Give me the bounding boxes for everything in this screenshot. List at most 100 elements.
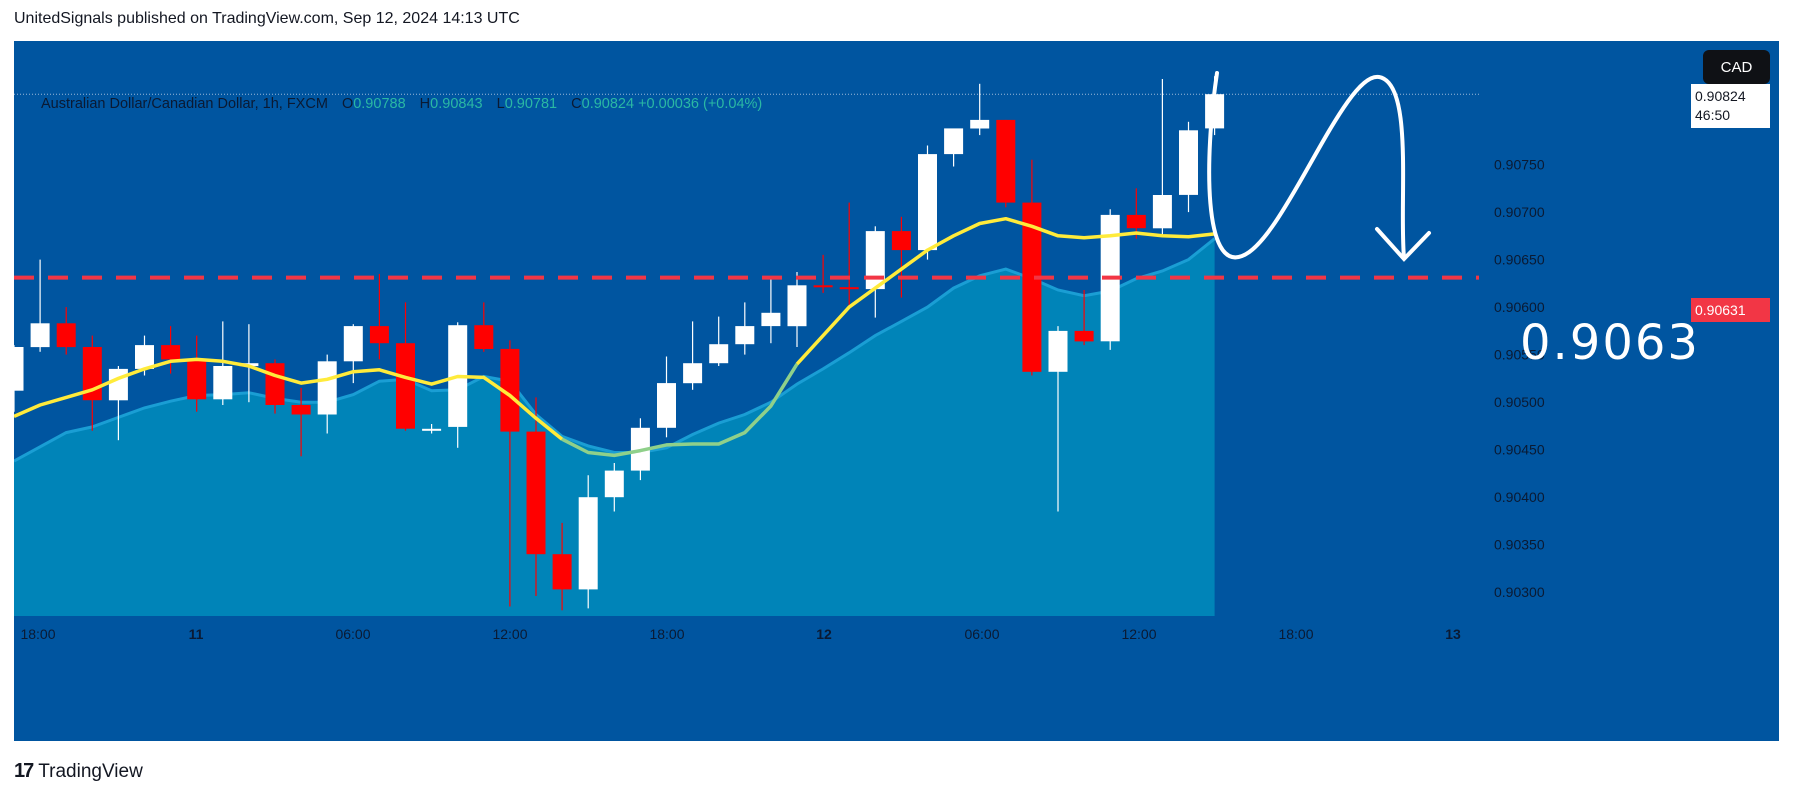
candle-body [813, 285, 833, 288]
candle-body [1152, 195, 1172, 229]
legend-low: 0.90781 [504, 96, 558, 112]
currency-button[interactable]: CAD [1703, 50, 1770, 84]
x-tick-label: 18:00 [20, 626, 55, 642]
chart-svg: 0.90750 0.90700 0.90650 0.90600 0.90550 0.905… [14, 41, 1779, 741]
moving-average-line-rising [561, 363, 799, 458]
candle [1074, 290, 1094, 346]
candle-body [343, 326, 363, 362]
candle [161, 326, 181, 374]
candle-body [683, 363, 703, 384]
candle-body [761, 312, 781, 327]
candle-body [1126, 214, 1146, 229]
candle-body [30, 323, 50, 348]
candle [761, 278, 781, 344]
baseline-area [14, 238, 1215, 616]
candle-body [526, 431, 546, 555]
legend-high-label: H [419, 96, 431, 112]
candle [735, 302, 755, 355]
legend-change: +0.00036 (+0.04%) [638, 96, 763, 112]
candle-body [422, 428, 442, 431]
candle-body [369, 326, 389, 344]
x-tick-label: 12:00 [1121, 626, 1156, 642]
candle-body [500, 348, 520, 432]
candle [187, 335, 207, 412]
candle [996, 119, 1016, 208]
candle [369, 273, 389, 360]
candle [709, 316, 729, 366]
level-price-label: 0.90631 [1691, 298, 1770, 322]
candle-body [1022, 202, 1042, 372]
candle [683, 321, 703, 390]
forecast-arrow-path [1207, 71, 1406, 260]
y-tick-label: 0.90400 [1494, 489, 1545, 505]
moving-average-line [795, 216, 1215, 366]
candle-body [1048, 330, 1068, 372]
candle-body [578, 497, 598, 590]
candle [1048, 326, 1068, 512]
candle-body [1074, 330, 1094, 342]
candle [578, 475, 598, 609]
candle [396, 302, 415, 431]
y-tick-label: 0.90350 [1494, 537, 1545, 553]
candle [82, 335, 102, 431]
candle-body [396, 343, 415, 429]
candle [1022, 159, 1042, 376]
x-tick-label: 18:00 [649, 626, 684, 642]
price-axis-bg [1479, 41, 1779, 741]
candle [317, 354, 337, 434]
x-tick-label: 06:00 [964, 626, 999, 642]
candle [500, 340, 520, 607]
candle-body [735, 326, 755, 345]
candle [839, 202, 859, 308]
candle [14, 345, 24, 412]
candle-body [839, 287, 859, 290]
candle-body [474, 325, 494, 349]
candle-body [865, 231, 885, 290]
candle-body [944, 128, 964, 155]
legend-symbol: Australian Dollar/Canadian Dollar, 1h, F… [41, 96, 328, 112]
x-axis-ticks: 18:00 11 06:00 12:00 18:00 12 06:00 12:00 18:00 1… [20, 626, 1461, 642]
y-axis-ticks: 0.90750 0.90700 0.90650 0.90600 0.90550 0.905… [1494, 157, 1545, 601]
candle-body [187, 359, 207, 400]
candle [1179, 121, 1198, 213]
moving-average-line [14, 357, 564, 441]
chart-legend: Australian Dollar/Canadian Dollar, 1h, F… [41, 96, 762, 112]
y-tick-label: 0.90550 [1494, 347, 1545, 363]
candle [30, 259, 50, 352]
candle [1152, 79, 1172, 236]
candle-body [709, 344, 729, 364]
legend-close-label: C [571, 96, 582, 112]
x-tick-label: 12 [816, 626, 832, 642]
legend-high: 0.90843 [430, 96, 483, 112]
candle [474, 302, 494, 352]
candle [1126, 188, 1146, 239]
chart-area[interactable]: 0.90750 0.90700 0.90650 0.90600 0.90550 0.905… [14, 41, 1779, 741]
y-tick-label: 0.90650 [1494, 252, 1545, 268]
candle [970, 83, 990, 136]
x-tick-label: 13 [1445, 626, 1461, 642]
candle [787, 272, 807, 347]
legend-low-label: L [496, 96, 505, 112]
candle-body [291, 405, 311, 415]
candle-body [891, 231, 911, 251]
footer: 17 TradingView [14, 760, 143, 783]
candle [891, 216, 911, 298]
legend-close: 0.90824 [581, 96, 635, 112]
y-tick-label: 0.90300 [1494, 584, 1545, 600]
candle [813, 254, 833, 293]
x-tick-label: 18:00 [1278, 626, 1313, 642]
x-tick-label: 12:00 [492, 626, 527, 642]
candle [552, 522, 572, 611]
y-tick-label: 0.90700 [1494, 204, 1545, 220]
y-tick-label: 0.90500 [1494, 394, 1545, 410]
candle-body [657, 383, 676, 428]
publish-header: UnitedSignals published on TradingView.c… [14, 10, 520, 27]
moving-average-layer [14, 216, 1215, 458]
y-tick-label: 0.90750 [1494, 157, 1545, 173]
candle [865, 226, 885, 318]
candle [604, 463, 624, 512]
target-price-label: 0.9063 [1520, 315, 1700, 371]
candle-body [317, 361, 337, 415]
candle-body [604, 470, 624, 498]
x-tick-label: 11 [189, 626, 204, 642]
